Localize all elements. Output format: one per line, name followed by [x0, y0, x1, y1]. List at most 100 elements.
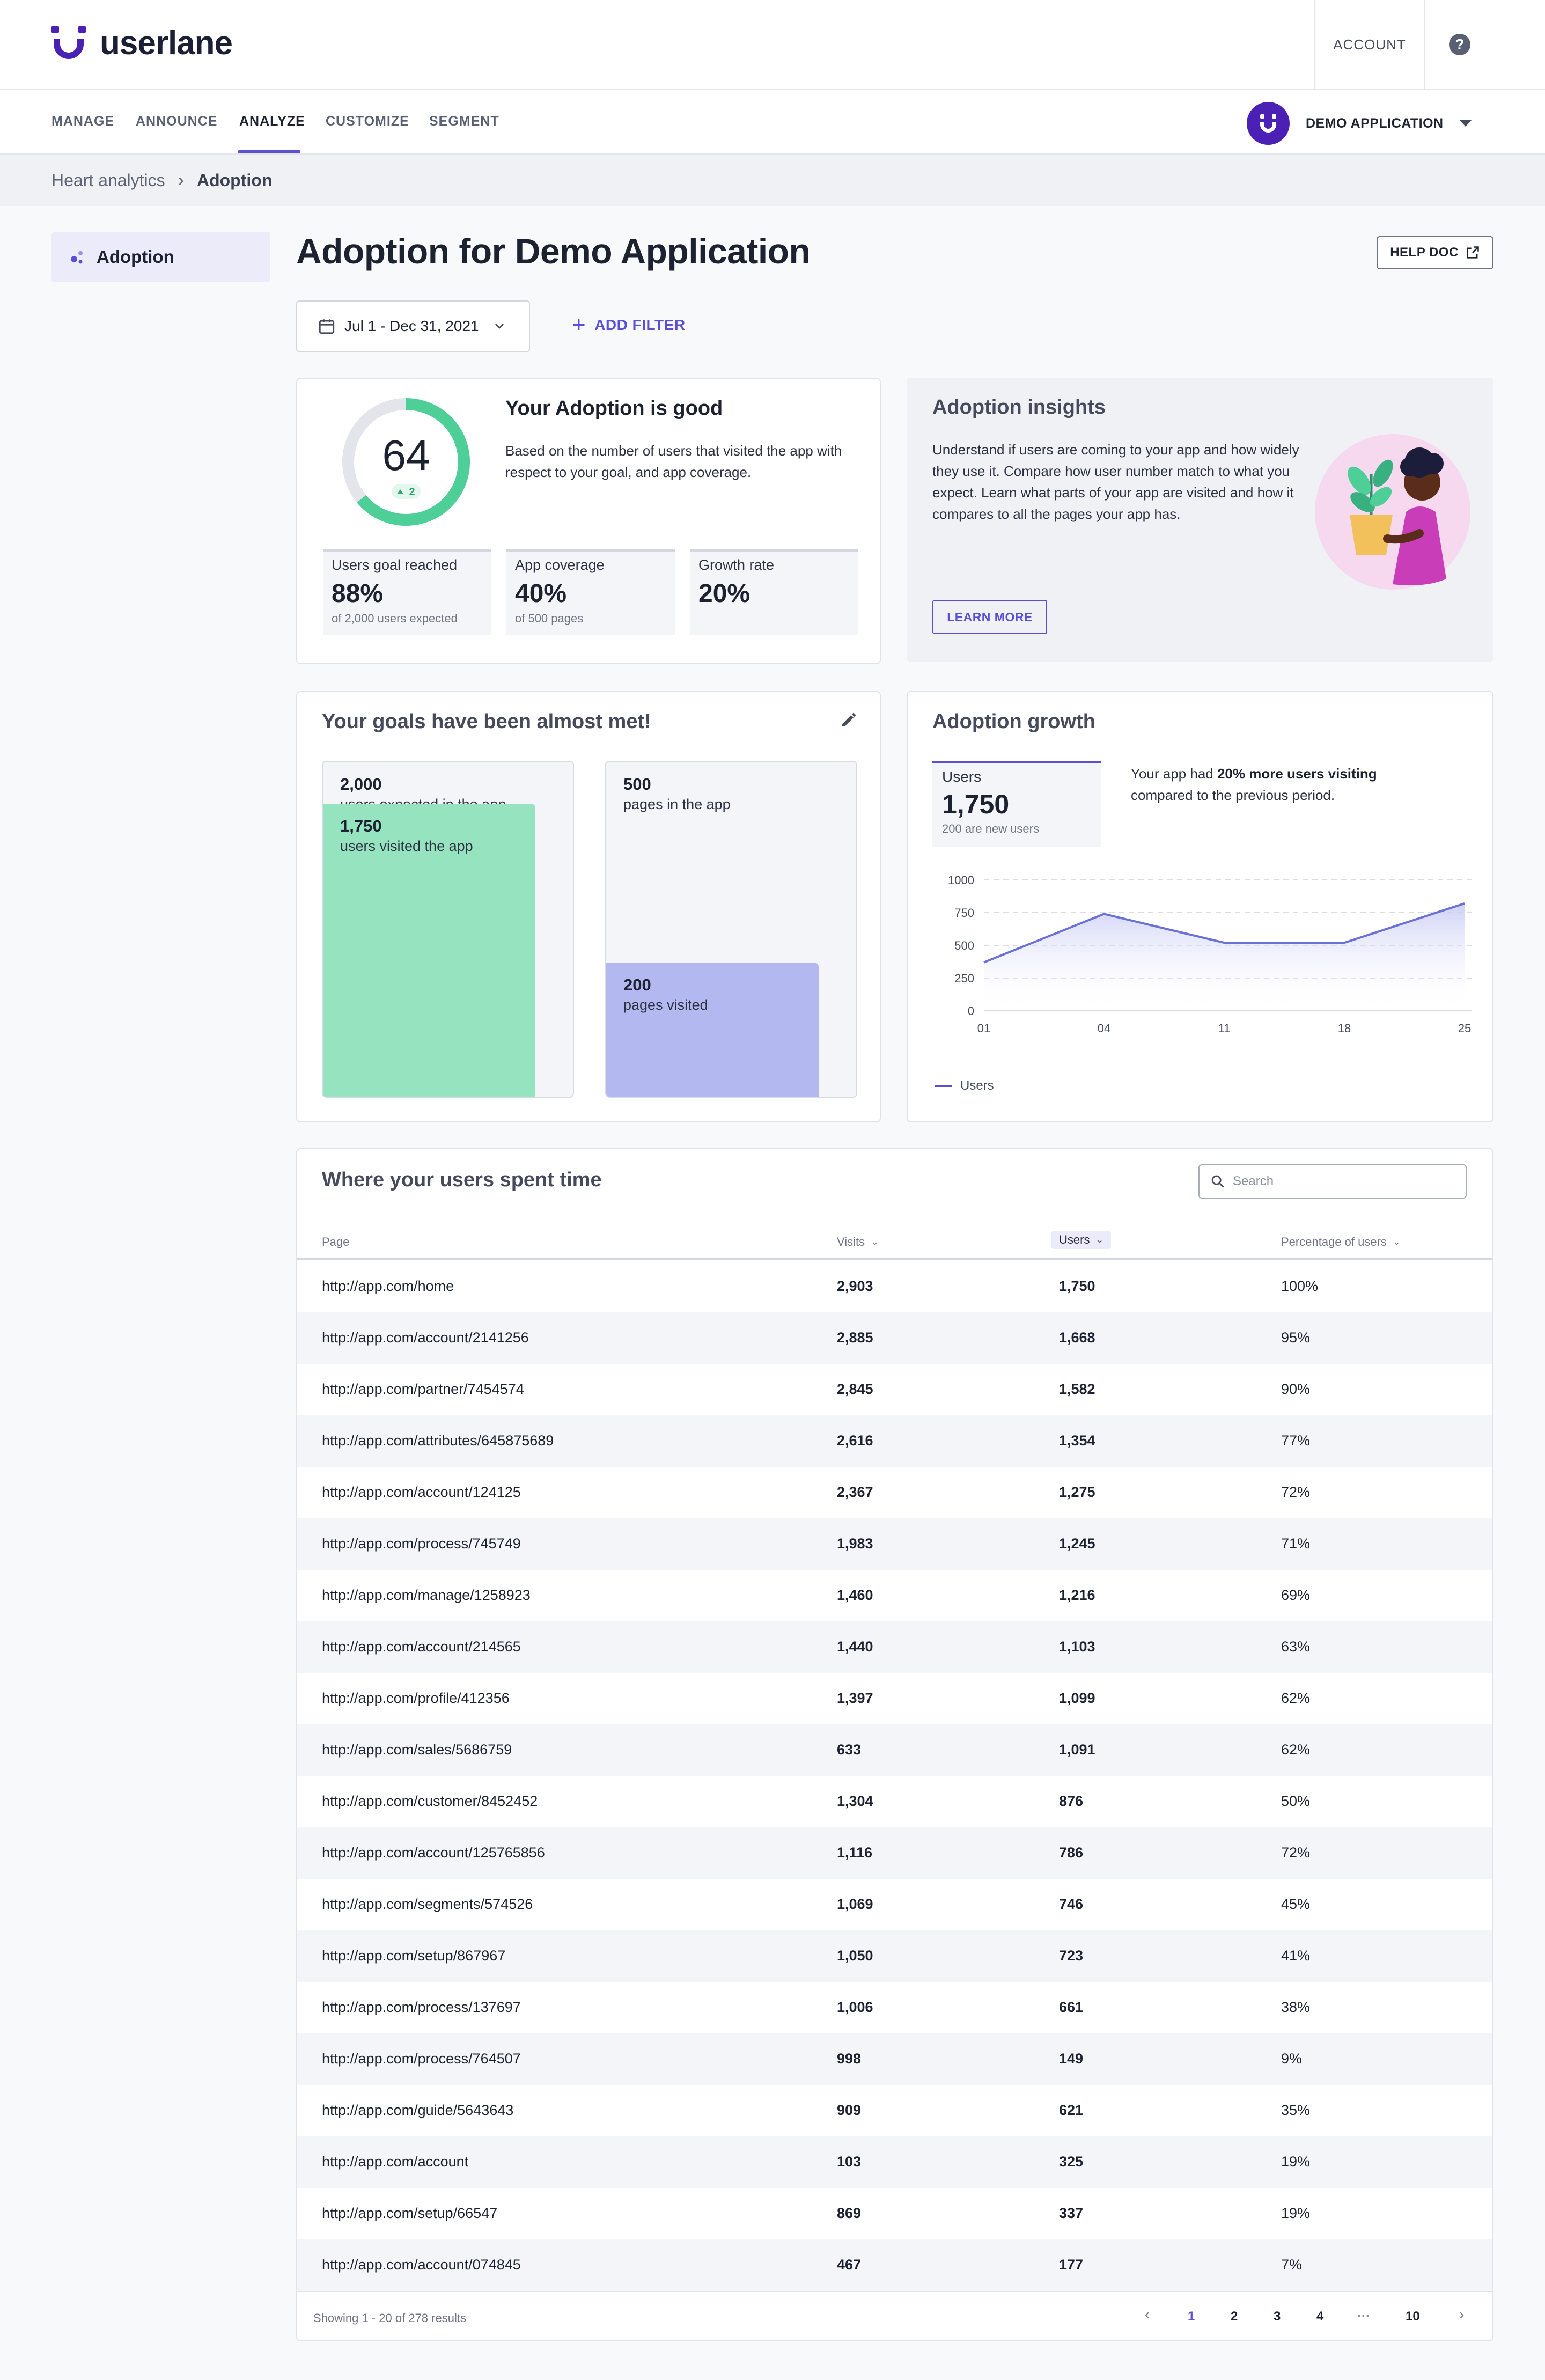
table-row[interactable]: http://app.com/process/764507 998 149 9%	[297, 2033, 1492, 2085]
chevron-right-icon: ›	[178, 170, 184, 190]
page-link-4[interactable]: 4	[1316, 2309, 1324, 2324]
cell-page[interactable]: http://app.com/setup/867967	[322, 1948, 506, 1964]
cell-page[interactable]: http://app.com/account/214565	[322, 1639, 521, 1655]
page-link-1[interactable]: 1	[1188, 2309, 1195, 2324]
page-link-3[interactable]: 3	[1274, 2309, 1281, 2324]
adoption-growth-card: Adoption growth Users 1,750 200 are new …	[907, 691, 1494, 1122]
metric-app-coverage: App coverage 40% of 500 pages	[506, 549, 675, 635]
prev-page-icon[interactable]: ‹	[1145, 2306, 1150, 2323]
userlane-logo-icon	[52, 26, 86, 59]
cell-users: 786	[1059, 1845, 1084, 1861]
cell-page[interactable]: http://app.com/process/137697	[322, 1999, 521, 2015]
cell-page[interactable]: http://app.com/process/764507	[322, 2051, 521, 2067]
date-range-picker[interactable]: Jul 1 - Dec 31, 2021	[296, 300, 530, 352]
table-row[interactable]: http://app.com/manage/1258923 1,460 1,216 6…	[297, 1570, 1492, 1621]
cell-users: 1,245	[1059, 1536, 1095, 1552]
cell-page[interactable]: http://app.com/manage/1258923	[322, 1587, 531, 1603]
cell-page[interactable]: http://app.com/guide/5643643	[322, 2102, 514, 2118]
table-row[interactable]: http://app.com/process/745749 1,983 1,245 7…	[297, 1518, 1492, 1570]
cell-page[interactable]: http://app.com/account	[322, 2154, 469, 2170]
table-row[interactable]: http://app.com/attributes/645875689 2,616…	[297, 1415, 1492, 1467]
search-input[interactable]: Search	[1198, 1164, 1467, 1199]
sort-chevron-icon: ⌄	[1393, 1238, 1401, 1247]
table-row[interactable]: http://app.com/account 103 325 19%	[297, 2136, 1492, 2188]
cell-page[interactable]: http://app.com/profile/412356	[322, 1690, 510, 1706]
table-row[interactable]: http://app.com/account/125765856 1,116 786…	[297, 1827, 1492, 1879]
cell-page[interactable]: http://app.com/partner/7454574	[322, 1381, 524, 1397]
cell-page[interactable]: http://app.com/process/745749	[322, 1536, 521, 1552]
table-row[interactable]: http://app.com/partner/7454574 2,845 1,582…	[297, 1364, 1492, 1415]
cell-page[interactable]: http://app.com/account/074845	[322, 2257, 521, 2273]
nav-customize[interactable]: CUSTOMIZE	[326, 114, 409, 129]
table-row[interactable]: http://app.com/profile/412356 1,397 1,099 6…	[297, 1673, 1492, 1724]
cell-percentage: 63%	[1281, 1639, 1311, 1655]
add-filter-button[interactable]: + ADD FILTER	[572, 313, 686, 337]
account-menu[interactable]: ACCOUNT	[1314, 0, 1425, 89]
cell-page[interactable]: http://app.com/account/124125	[322, 1484, 521, 1500]
table-row[interactable]: http://app.com/account/2141256 2,885 1,668…	[297, 1312, 1492, 1364]
table-row[interactable]: http://app.com/segments/574526 1,069 746 45…	[297, 1879, 1492, 1930]
cell-visits: 2,367	[837, 1484, 873, 1500]
cell-page[interactable]: http://app.com/attributes/645875689	[322, 1433, 554, 1449]
table-row[interactable]: http://app.com/home 2,903 1,750 100%	[297, 1261, 1492, 1312]
table-row[interactable]: http://app.com/setup/867967 1,050 723 41%	[297, 1930, 1492, 1982]
table-row[interactable]: http://app.com/sales/5686759 633 1,091 62%	[297, 1724, 1492, 1776]
table-row[interactable]: http://app.com/account/214565 1,440 1,103 6…	[297, 1621, 1492, 1673]
person-with-plant-illustration	[1315, 434, 1470, 590]
column-header-users[interactable]: Users ⌄	[1051, 1231, 1111, 1249]
cell-users: 177	[1059, 2257, 1084, 2273]
cell-page[interactable]: http://app.com/home	[322, 1278, 454, 1294]
account-link[interactable]: ACCOUNT	[1333, 36, 1406, 53]
cell-visits: 869	[837, 2205, 862, 2221]
users-goal-box: 2,000 users expected in the app 1,750 us…	[322, 761, 574, 1098]
page-link-10[interactable]: 10	[1406, 2309, 1420, 2324]
column-header-visits[interactable]: Visits ⌄	[837, 1235, 879, 1249]
help-button[interactable]: ?	[1425, 0, 1495, 89]
page-link-2[interactable]: 2	[1231, 2309, 1238, 2324]
cell-page[interactable]: http://app.com/segments/574526	[322, 1896, 533, 1912]
goal-total-label: pages in the app	[623, 796, 731, 812]
cell-users: 746	[1059, 1896, 1084, 1912]
cell-percentage: 9%	[1281, 2051, 1303, 2067]
table-row[interactable]: http://app.com/account/124125 2,367 1,275 7…	[297, 1467, 1492, 1518]
metric-label: App coverage	[515, 557, 605, 573]
cell-page[interactable]: http://app.com/setup/66547	[322, 2205, 498, 2221]
column-header-percentage[interactable]: Percentage of users ⌄	[1281, 1235, 1400, 1249]
table-row[interactable]: http://app.com/guide/5643643 909 621 35%	[297, 2085, 1492, 2136]
help-icon[interactable]: ?	[1449, 34, 1470, 55]
cell-percentage: 62%	[1281, 1742, 1311, 1758]
next-page-icon[interactable]: ›	[1459, 2306, 1465, 2323]
app-switcher[interactable]: DEMO APPLICATION	[1247, 102, 1472, 145]
brand-name: userlane	[100, 24, 233, 62]
y-tick-label: 0	[968, 1004, 974, 1018]
score-description: Based on the number of users that visite…	[505, 443, 842, 480]
pages-table-card: Where your users spent time Search Page …	[296, 1148, 1494, 2341]
score-title: Your Adoption is good	[505, 397, 723, 420]
cell-users: 337	[1059, 2205, 1084, 2221]
nav-segment[interactable]: SEGMENT	[429, 114, 499, 129]
nav-analyze[interactable]: ANALYZE	[239, 114, 305, 129]
sort-chevron-icon: ⌄	[1096, 1236, 1103, 1245]
cell-visits: 1,460	[837, 1587, 873, 1603]
table-row[interactable]: http://app.com/account/074845 467 177 7%	[297, 2239, 1492, 2291]
cell-page[interactable]: http://app.com/account/2141256	[322, 1329, 529, 1346]
table-row[interactable]: http://app.com/process/137697 1,006 661 38%	[297, 1982, 1492, 2033]
x-tick-label: 25	[1458, 1022, 1471, 1035]
table-row[interactable]: http://app.com/customer/8452452 1,304 876 5…	[297, 1776, 1492, 1827]
cell-page[interactable]: http://app.com/account/125765856	[322, 1845, 545, 1861]
help-doc-button[interactable]: HELP DOC	[1377, 236, 1494, 269]
nav-manage[interactable]: MANAGE	[52, 114, 115, 129]
edit-pencil-icon[interactable]	[839, 710, 858, 730]
nav-announce[interactable]: ANNOUNCE	[136, 114, 218, 129]
main-nav: MANAGE ANNOUNCE ANALYZE CUSTOMIZE SEGMEN…	[0, 90, 1545, 155]
cell-page[interactable]: http://app.com/sales/5686759	[322, 1742, 512, 1758]
insights-description: Understand if users are coming to your a…	[932, 442, 1299, 522]
pages-goal-total: 500 pages in the app	[623, 775, 731, 813]
breadcrumb-parent[interactable]: Heart analytics	[52, 170, 165, 190]
logo[interactable]: userlane	[49, 24, 233, 62]
learn-more-button[interactable]: LEARN MORE	[932, 600, 1047, 634]
sidebar-item-adoption[interactable]: Adoption	[52, 232, 270, 282]
cell-page[interactable]: http://app.com/customer/8452452	[322, 1793, 538, 1809]
cell-users: 325	[1059, 2154, 1084, 2170]
table-row[interactable]: http://app.com/setup/66547 869 337 19%	[297, 2188, 1492, 2239]
